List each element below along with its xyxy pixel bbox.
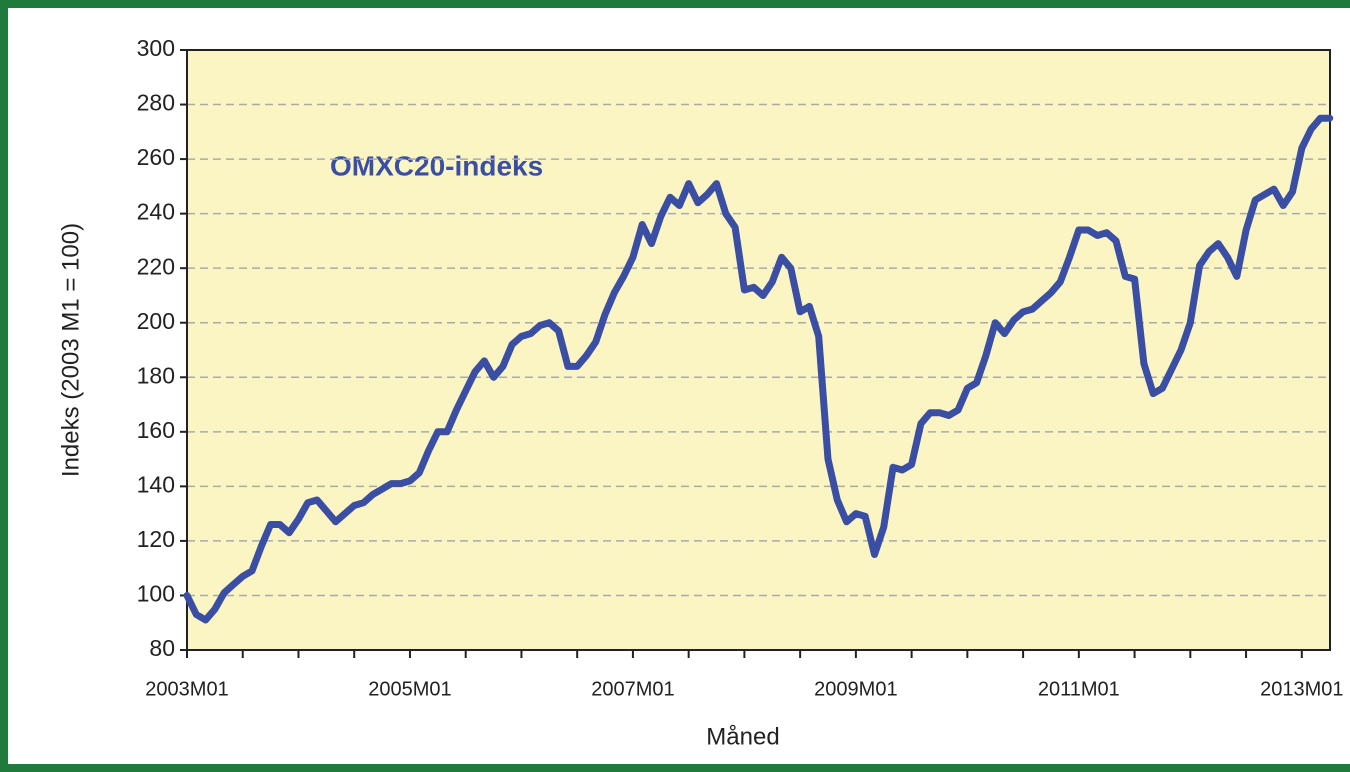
x-tick-label: 2011M01 [1038, 678, 1120, 700]
y-axis-label: Indeks (2003 M1 = 100) [57, 223, 84, 477]
y-tick-label: 240 [137, 199, 175, 225]
y-tick-label: 260 [137, 144, 175, 170]
line-series [183, 114, 1334, 624]
y-tick-label: 160 [137, 417, 175, 443]
x-tick-label: 2005M01 [368, 678, 451, 700]
plot-area [187, 50, 1330, 650]
y-tick-label: 180 [137, 362, 175, 388]
x-axis-label: Måned [706, 723, 779, 750]
x-tick-label: 2013M01 [1260, 678, 1343, 700]
y-tick-label: 220 [137, 253, 175, 279]
y-tick-label: 300 [137, 35, 175, 61]
y-tick-label: 80 [149, 635, 175, 661]
x-tick-label: 2003M01 [145, 678, 228, 700]
y-tick-label: 280 [137, 90, 175, 116]
y-tick-label: 140 [137, 471, 175, 497]
y-tick-label: 120 [137, 526, 175, 552]
x-tick-label: 2009M01 [814, 678, 897, 700]
annotation: OMXC20-indeks [330, 150, 543, 181]
x-tick-label: 2007M01 [591, 678, 674, 700]
plot-border [186, 49, 1331, 651]
y-tick-label: 200 [137, 308, 175, 334]
y-tick-label: 100 [137, 581, 175, 607]
